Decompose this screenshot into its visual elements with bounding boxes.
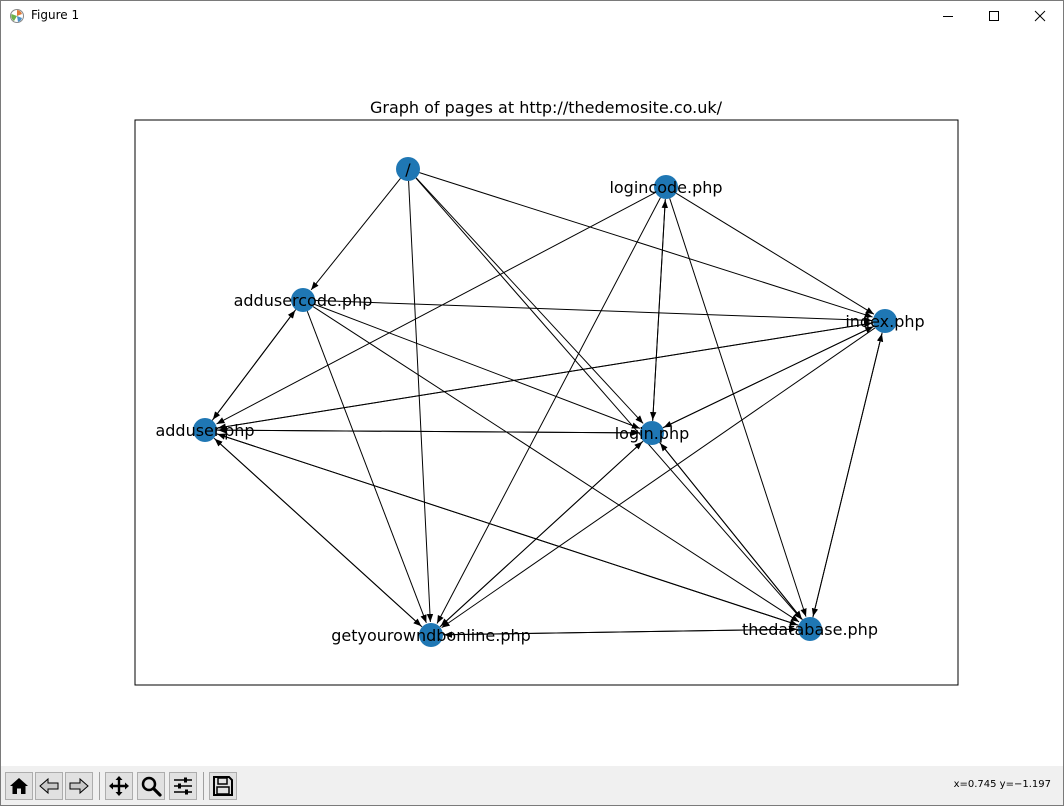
zoom-icon — [141, 776, 162, 797]
edge-thedatabase-to-index — [812, 333, 884, 618]
save-icon — [213, 776, 233, 796]
toolbar-separator — [99, 772, 100, 800]
edge-thedatabase-to-getyourowndb — [443, 628, 799, 638]
toolbar-separator — [203, 772, 204, 800]
edge-adduser-to-addusercode — [211, 310, 296, 421]
node-label-root: / — [405, 160, 411, 179]
maximize-icon — [989, 11, 999, 21]
minimize-icon — [943, 16, 953, 17]
node-root — [396, 157, 420, 181]
home-icon — [10, 778, 28, 794]
edge-root-to-addusercode — [310, 178, 401, 291]
forward-button[interactable] — [65, 772, 93, 800]
node-addusercode — [291, 288, 315, 312]
matplotlib-app-icon — [9, 8, 25, 24]
edge-addusercode-to-index — [314, 299, 873, 324]
node-label-logincode: logincode.php — [609, 178, 722, 197]
close-button[interactable] — [1017, 1, 1063, 31]
zoom-button[interactable] — [137, 772, 165, 800]
edge-root-to-thedatabase — [415, 177, 802, 620]
node-label-login: login.php — [615, 424, 690, 443]
node-index — [873, 309, 897, 333]
edge-addusercode-to-thedatabase — [312, 306, 800, 623]
edge-logincode-to-thedatabase — [669, 198, 807, 617]
node-label-getyourowndb: getyourowndbonline.php — [331, 626, 531, 645]
graph-plot: Graph of pages at http://thedemosite.co.… — [134, 98, 959, 686]
edge-getyourowndb-to-login — [439, 441, 643, 628]
window-title: Figure 1 — [31, 8, 80, 22]
back-icon — [39, 777, 59, 795]
title-bar[interactable]: Figure 1 — [1, 1, 1063, 31]
edge-login-to-index — [662, 326, 874, 429]
edge-logincode-to-index — [675, 192, 875, 315]
figure-canvas[interactable]: Graph of pages at http://thedemosite.co.… — [1, 31, 1063, 765]
pan-button[interactable] — [105, 772, 133, 800]
edge-logincode-to-getyourowndb — [436, 197, 661, 624]
edge-getyourowndb-to-adduser — [214, 438, 423, 628]
maximize-button[interactable] — [971, 1, 1017, 31]
edge-index-to-getyourowndb — [441, 327, 876, 629]
edge-thedatabase-to-adduser — [217, 433, 799, 626]
axes-frame — [134, 119, 959, 686]
node-thedatabase — [798, 617, 822, 641]
edge-logincode-to-adduser — [216, 192, 656, 425]
node-getyourowndb — [419, 623, 443, 647]
navigation-toolbar: x=0.745 y=−1.197 — [1, 766, 1063, 805]
edge-adduser-to-index — [216, 321, 873, 429]
edge-root-to-login — [415, 177, 644, 424]
labels-layer: / logincode.php addusercode.php index.php ad… — [155, 160, 924, 645]
edge-root-to-getyourowndb — [408, 180, 434, 623]
figure-title: Graph of pages at http://thedemosite.co.… — [370, 98, 723, 117]
cursor-coordinates: x=0.745 y=−1.197 — [953, 779, 1051, 790]
node-label-index: index.php — [845, 312, 924, 331]
nodes-layer — [193, 157, 897, 647]
edge-thedatabase-to-login — [659, 442, 803, 620]
forward-icon — [69, 777, 89, 795]
node-adduser — [193, 418, 217, 442]
configure-subplots-button[interactable] — [169, 772, 197, 800]
edge-root-to-index — [419, 172, 873, 318]
minimize-button[interactable] — [925, 1, 971, 31]
edge-login-to-logincode — [652, 199, 669, 422]
close-icon — [1034, 10, 1046, 22]
save-button[interactable] — [209, 772, 237, 800]
edge-addusercode-to-getyourowndb — [306, 311, 427, 624]
edge-login-to-adduser — [217, 426, 641, 434]
node-login — [640, 421, 664, 445]
node-label-addusercode: addusercode.php — [234, 291, 373, 310]
home-button[interactable] — [5, 772, 33, 800]
node-logincode — [654, 175, 678, 199]
edges-layer — [211, 172, 884, 638]
edge-addusercode-to-login — [314, 303, 641, 429]
node-label-thedatabase: thedatabase.php — [742, 620, 878, 639]
node-label-adduser: adduser.php — [155, 421, 254, 440]
configure-subplots-icon — [174, 777, 192, 795]
back-button[interactable] — [35, 772, 63, 800]
pan-icon — [109, 776, 129, 796]
